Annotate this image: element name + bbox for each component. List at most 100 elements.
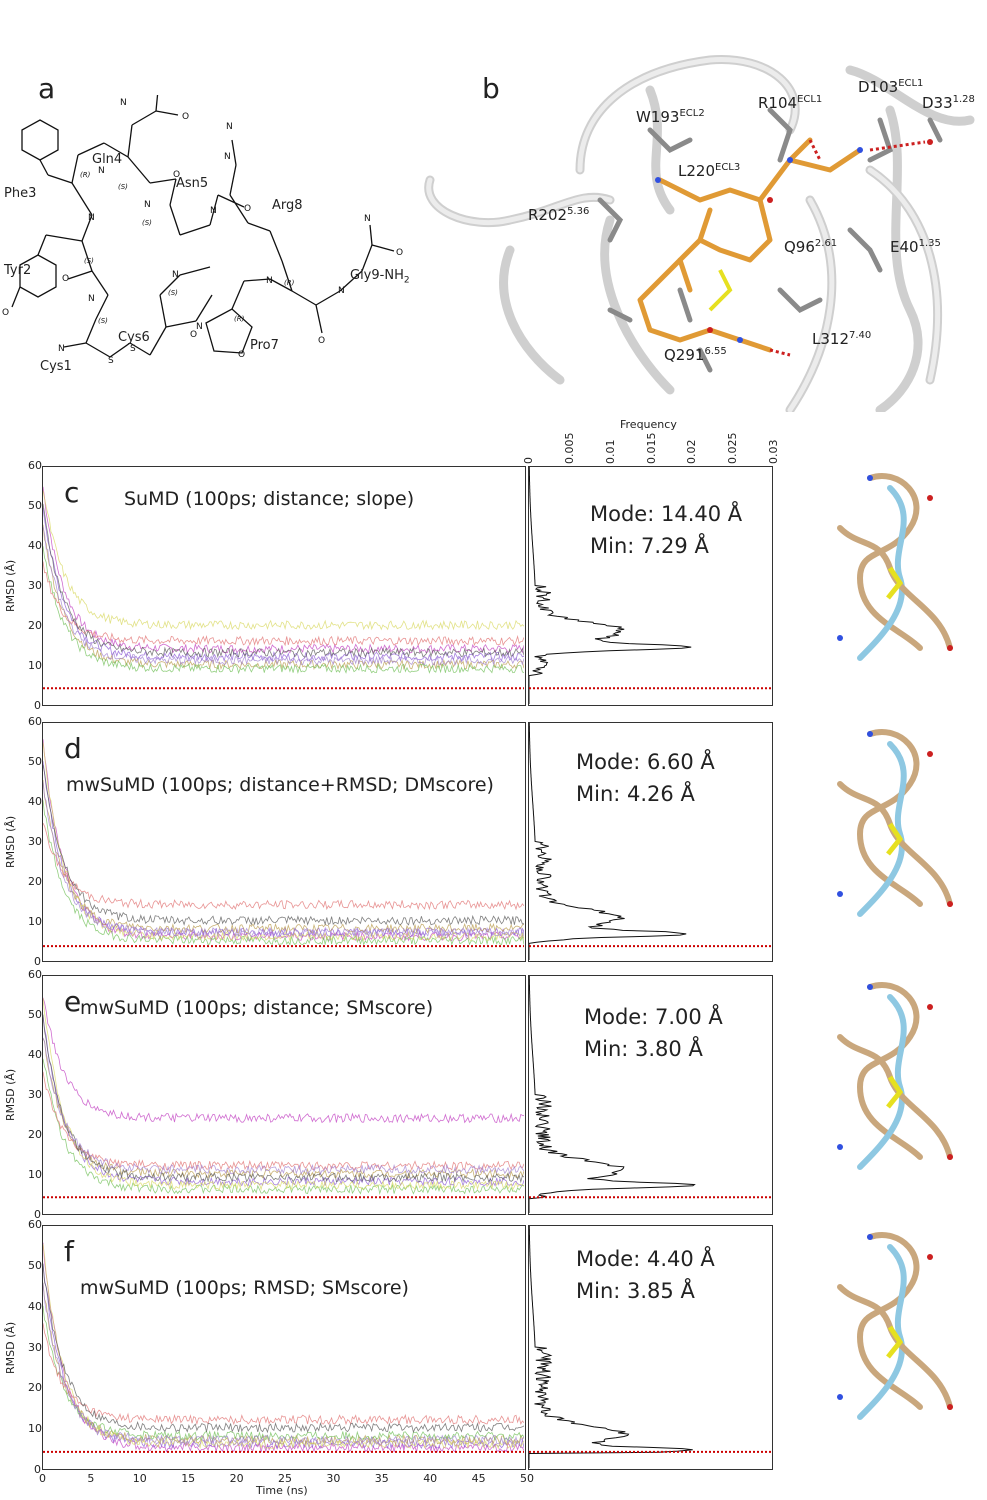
atom-marker (927, 751, 933, 757)
y-tick-label: 20 (28, 1128, 42, 1141)
atom-n: N (88, 294, 95, 304)
disulfide-bond (886, 566, 904, 600)
y-tick-label: 10 (28, 915, 42, 928)
panel-b-structure (424, 55, 975, 412)
histogram-c (528, 466, 773, 706)
method-label-c: SuMD (100ps; distance; slope) (124, 488, 415, 510)
frequency-line (529, 467, 692, 704)
atom-marker (867, 1234, 873, 1240)
rmsd-series-line (43, 764, 524, 926)
peptide-overlay-c (837, 473, 953, 661)
min-value: Min: 7.29 Å (590, 534, 709, 558)
y-tick-label: 10 (28, 659, 42, 672)
residue-pro7: Pro7 (250, 338, 279, 353)
label-q96: Q962.61 (784, 238, 838, 256)
stats-f: Mode: 4.40 Å Min: 3.85 Å (576, 1243, 715, 1307)
rmsd-series-line (43, 998, 524, 1191)
y-tick-label: 60 (28, 459, 42, 472)
atom-n: N (266, 276, 273, 286)
atom-marker (867, 475, 873, 481)
label-r202: R2025.36 (528, 206, 590, 224)
x-tick-label: 10 (132, 1472, 147, 1485)
svg-text:(R): (R) (80, 171, 91, 179)
atom-s: S (130, 344, 136, 354)
atom-n: N (88, 213, 95, 223)
atom-marker (927, 1004, 933, 1010)
rmsd-series-line (43, 779, 524, 935)
y-tick-label: 20 (28, 875, 42, 888)
rmsd-series-line (43, 1323, 524, 1426)
peptide-backbone (856, 1232, 923, 1410)
disulfide-bond (886, 822, 904, 856)
atom-marker (837, 1144, 843, 1150)
atom-marker (947, 1404, 953, 1410)
y-tick-label: 0 (34, 1463, 41, 1476)
frequency-tick-label: 0 (522, 457, 535, 464)
frequency-axis-title: Frequency (620, 418, 677, 431)
svg-text:(R): (R) (234, 315, 245, 323)
x-tick-label: 40 (423, 1472, 438, 1485)
rmsd-lines-d (43, 739, 524, 948)
atom-o: O (173, 170, 180, 180)
disulfide-bond (886, 1325, 904, 1359)
frequency-tick-label: 0.02 (685, 439, 699, 465)
method-label-d: mwSuMD (100ps; distance+RMSD; DMscore) (66, 774, 494, 796)
atom-o: O (396, 248, 403, 258)
residue-cys6: Cys6 (118, 330, 150, 345)
panel-e-letter: e (64, 985, 82, 1018)
label-d103: D103ECL1 (858, 78, 924, 96)
atom-marker (867, 731, 873, 737)
peptide-backbone (856, 982, 923, 1160)
y-tick-label: 40 (28, 1048, 42, 1061)
residue-arg8: Arg8 (272, 198, 303, 213)
mode-value: Mode: 14.40 Å (590, 502, 743, 526)
x-tick-label: 0 (39, 1472, 46, 1485)
atom-n: N (364, 214, 371, 224)
rmsd-series-line (43, 1016, 524, 1188)
frequency-line (529, 1226, 693, 1468)
mode-value: Mode: 4.40 Å (576, 1247, 715, 1271)
x-axis-title: Time (ns) (256, 1484, 308, 1497)
rmsd-plot-c (42, 466, 526, 706)
residue-gly9: Gly9-NH2 (350, 268, 410, 286)
y-axis-title: RMSD (Å) (4, 815, 17, 868)
label-l220: L220ECL3 (678, 162, 741, 180)
label-e40: E401.35 (890, 238, 941, 256)
rmsd-series-line (43, 503, 524, 659)
peptide-backbone (856, 473, 923, 651)
atom-n: N (196, 322, 203, 332)
peptide-backbone (857, 994, 907, 1170)
mode-value: Mode: 7.00 Å (584, 1005, 723, 1029)
stats-e: Mode: 7.00 Å Min: 3.80 Å (584, 1001, 723, 1065)
x-tick-label: 50 (520, 1472, 534, 1485)
y-tick-label: 30 (28, 1340, 42, 1354)
rmsd-series-line (43, 997, 524, 1124)
y-tick-label: 60 (28, 1218, 42, 1231)
y-tick-label: 40 (28, 539, 42, 552)
y-tick-label: 50 (28, 1258, 42, 1272)
method-label-e: mwSuMD (100ps; distance; SMscore) (80, 997, 434, 1019)
rmsd-lines-f (43, 1242, 524, 1454)
atom-o: O (62, 274, 69, 284)
residue-gln4: Gln4 (92, 152, 123, 167)
svg-text:(S): (S) (168, 289, 178, 297)
y-tick-label: 30 (28, 835, 42, 848)
label-d33: D331.28 (922, 94, 975, 112)
y-tick-label: 60 (28, 715, 42, 728)
residue-asn5: Asn5 (176, 176, 209, 191)
rmsd-series-line (43, 1282, 524, 1446)
y-axis-title: RMSD (Å) (4, 559, 17, 612)
rmsd-series-line (43, 1243, 524, 1450)
y-tick-label: 50 (28, 1008, 42, 1021)
atom-n: N (224, 152, 231, 162)
y-axis-title: RMSD (Å) (4, 1321, 17, 1374)
panel-a-structure: N O N O N N N N N O N N O O N O N O N N … (2, 95, 403, 366)
x-tick-label: 5 (87, 1472, 95, 1485)
histogram-line-f (529, 1226, 771, 1468)
y-tick-label: 0 (34, 955, 41, 968)
rmsd-series-line (43, 800, 524, 946)
x-tick-label: 25 (278, 1472, 292, 1485)
svg-text:(S): (S) (84, 257, 94, 265)
atom-o: O (2, 308, 9, 318)
panel-b-letter: b (482, 72, 500, 105)
